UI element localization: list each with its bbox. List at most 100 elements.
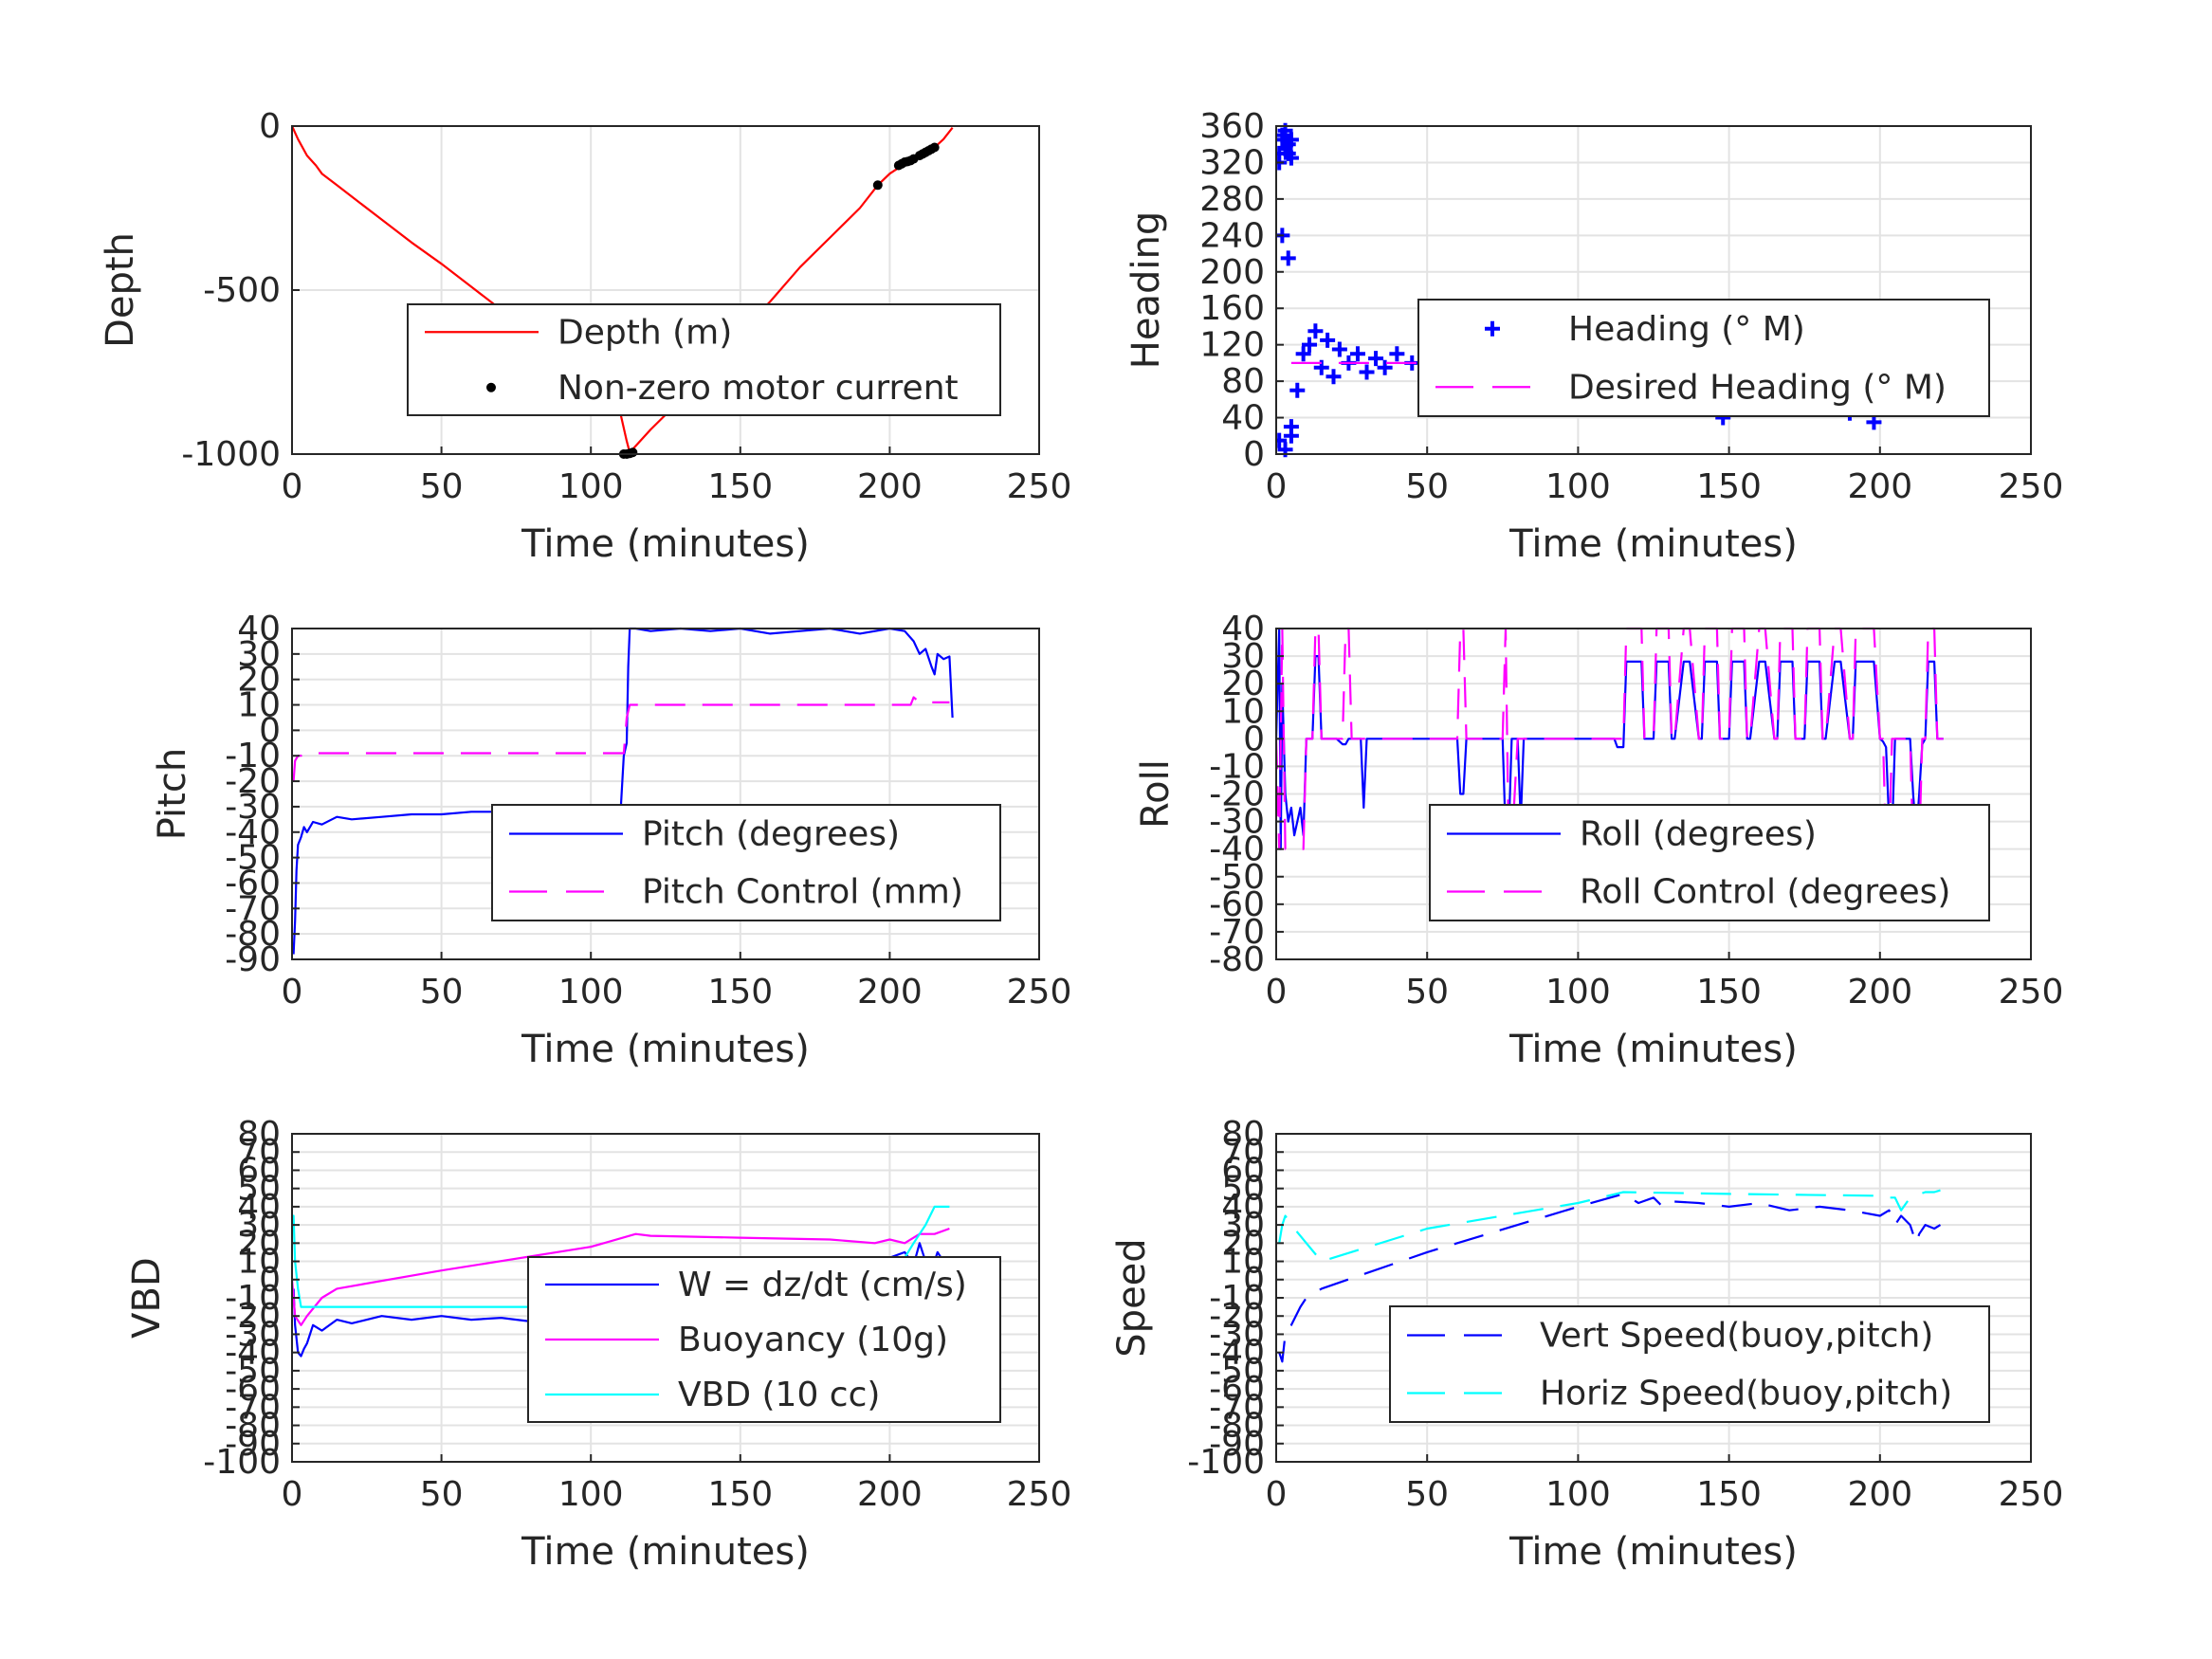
speed-data bbox=[1278, 1189, 1942, 1363]
legend-entry: Desired Heading (° M) bbox=[1568, 368, 1947, 407]
depth-data bbox=[292, 125, 954, 459]
x-tick-label: 150 bbox=[707, 973, 773, 1012]
data-point bbox=[1377, 359, 1393, 375]
vbd-legend: W = dz/dt (cm/s) Buoyancy (10g) VBD (10 cc… bbox=[527, 1256, 1001, 1423]
y-tick-label: 40 bbox=[237, 1188, 281, 1227]
y-tick-label: 80 bbox=[237, 1115, 281, 1154]
legend-marker bbox=[486, 382, 496, 392]
legend-entry: Roll Control (degrees) bbox=[1580, 873, 1950, 912]
x-tick-label: 250 bbox=[1999, 467, 2064, 506]
x-tick-label: 200 bbox=[1847, 1475, 1912, 1514]
y-tick-label: -30 bbox=[225, 1315, 281, 1354]
roll-plot: 0 50 100 150 200 250403020100-10-20-30-40-50-… bbox=[1134, 610, 2063, 1071]
y-tick-label: 280 bbox=[1199, 180, 1265, 219]
x-tick-label: 100 bbox=[558, 467, 624, 506]
x-tick-label: 200 bbox=[857, 467, 923, 506]
data-point bbox=[1368, 351, 1384, 367]
y-tick-label: 40 bbox=[1221, 399, 1265, 438]
y-tick-label: -40 bbox=[225, 813, 281, 852]
y-tick-label: 0 bbox=[259, 107, 281, 146]
y-tick-label: 40 bbox=[237, 610, 281, 648]
legend-entry: VBD (10 cc) bbox=[678, 1376, 880, 1414]
y-tick-label: -10 bbox=[225, 737, 281, 775]
legend-box bbox=[1429, 804, 1990, 921]
y-tick-label: 70 bbox=[1221, 1133, 1265, 1172]
y-tick-label: -50 bbox=[1209, 1352, 1265, 1391]
x-tick-label: 50 bbox=[420, 973, 464, 1012]
y-tick-label: 40 bbox=[1221, 610, 1265, 648]
y-tick-label: -90 bbox=[225, 1425, 281, 1464]
data-point bbox=[1283, 419, 1299, 435]
y-tick-label: -500 bbox=[203, 271, 281, 310]
data-point bbox=[872, 180, 883, 191]
x-tick-label: 0 bbox=[1266, 1475, 1288, 1514]
y-tick-label: 20 bbox=[1221, 1224, 1265, 1263]
depth-legend: Depth (m) Non-zero motor current bbox=[407, 303, 1001, 416]
roll-legend: Roll (degrees) Roll Control (degrees) bbox=[1429, 804, 1990, 921]
pitch-control-mm-line bbox=[292, 696, 950, 782]
y-tick-label: 0 bbox=[259, 1261, 281, 1300]
x-axis-label: Time (minutes) bbox=[521, 1530, 810, 1574]
y-tick-label: 20 bbox=[1221, 665, 1265, 703]
x-tick-label: 250 bbox=[1007, 973, 1072, 1012]
data-point bbox=[1349, 346, 1365, 362]
legend-entry: W = dz/dt (cm/s) bbox=[678, 1266, 967, 1304]
data-point bbox=[1289, 382, 1306, 398]
y-tick-label: 80 bbox=[1221, 362, 1265, 401]
y-tick-label: 10 bbox=[237, 686, 281, 725]
x-tick-label: 0 bbox=[1266, 973, 1288, 1012]
data-point bbox=[628, 447, 638, 458]
y-tick-label: -20 bbox=[225, 762, 281, 801]
data-point bbox=[1280, 250, 1296, 266]
vbd-plot: 0 50 100 150 200 25080706050403020100-10-20-3… bbox=[125, 1115, 1071, 1574]
legend-box bbox=[1417, 299, 1990, 417]
x-axis-label: Time (minutes) bbox=[1508, 1530, 1798, 1574]
y-tick-label: -80 bbox=[1209, 940, 1265, 979]
x-tick-label: 150 bbox=[707, 467, 773, 506]
y-tick-label: -1000 bbox=[181, 435, 281, 474]
y-tick-label: -70 bbox=[1209, 1388, 1265, 1427]
x-tick-label: 50 bbox=[420, 1475, 464, 1514]
legend-entry: Heading (° M) bbox=[1568, 310, 1805, 349]
x-tick-label: 150 bbox=[707, 1475, 773, 1514]
y-tick-label: 360 bbox=[1199, 107, 1265, 146]
data-point bbox=[1320, 332, 1336, 348]
speed-legend: Vert Speed(buoy,pitch) Horiz Speed(buoy,p… bbox=[1389, 1305, 1990, 1423]
legend-marker bbox=[1485, 320, 1500, 337]
legend-entry: Pitch (degrees) bbox=[642, 815, 900, 854]
x-tick-label: 50 bbox=[1405, 467, 1449, 506]
y-tick-label: -80 bbox=[1209, 1407, 1265, 1446]
x-tick-label: 0 bbox=[1266, 467, 1288, 506]
pitch-axes bbox=[291, 628, 1040, 960]
x-tick-label: 200 bbox=[857, 1475, 923, 1514]
y-tick-label: 60 bbox=[237, 1151, 281, 1190]
y-tick-label: -10 bbox=[1209, 1279, 1265, 1318]
y-tick-label: -80 bbox=[225, 915, 281, 954]
y-tick-label: -90 bbox=[1209, 1425, 1265, 1464]
y-tick-label: -50 bbox=[225, 839, 281, 878]
x-tick-label: 150 bbox=[1696, 1475, 1762, 1514]
y-tick-label: 60 bbox=[1221, 1151, 1265, 1190]
y-tick-label: 30 bbox=[1221, 1206, 1265, 1245]
y-tick-label: 20 bbox=[237, 661, 281, 700]
y-tick-label: 0 bbox=[259, 711, 281, 750]
y-tick-label: 80 bbox=[1221, 1115, 1265, 1154]
x-tick-label: 150 bbox=[1696, 973, 1762, 1012]
y-tick-label: 30 bbox=[237, 1206, 281, 1245]
y-tick-label: 10 bbox=[1221, 692, 1265, 731]
y-axis-label: Pitch bbox=[151, 748, 194, 840]
data-point bbox=[1302, 337, 1318, 353]
y-tick-label: 120 bbox=[1199, 326, 1265, 365]
y-tick-label: 10 bbox=[1221, 1243, 1265, 1282]
pitch-data bbox=[292, 627, 954, 955]
x-tick-label: 200 bbox=[1847, 973, 1912, 1012]
y-tick-label: -80 bbox=[225, 1407, 281, 1446]
y-tick-label: 30 bbox=[1221, 637, 1265, 676]
data-point bbox=[1325, 369, 1342, 385]
data-point bbox=[1276, 127, 1290, 143]
y-tick-label: 160 bbox=[1199, 289, 1265, 328]
y-tick-label: -60 bbox=[1209, 1370, 1265, 1409]
x-tick-label: 200 bbox=[857, 973, 923, 1012]
y-tick-label: 20 bbox=[237, 1224, 281, 1263]
y-tick-label: -20 bbox=[1209, 1297, 1265, 1336]
